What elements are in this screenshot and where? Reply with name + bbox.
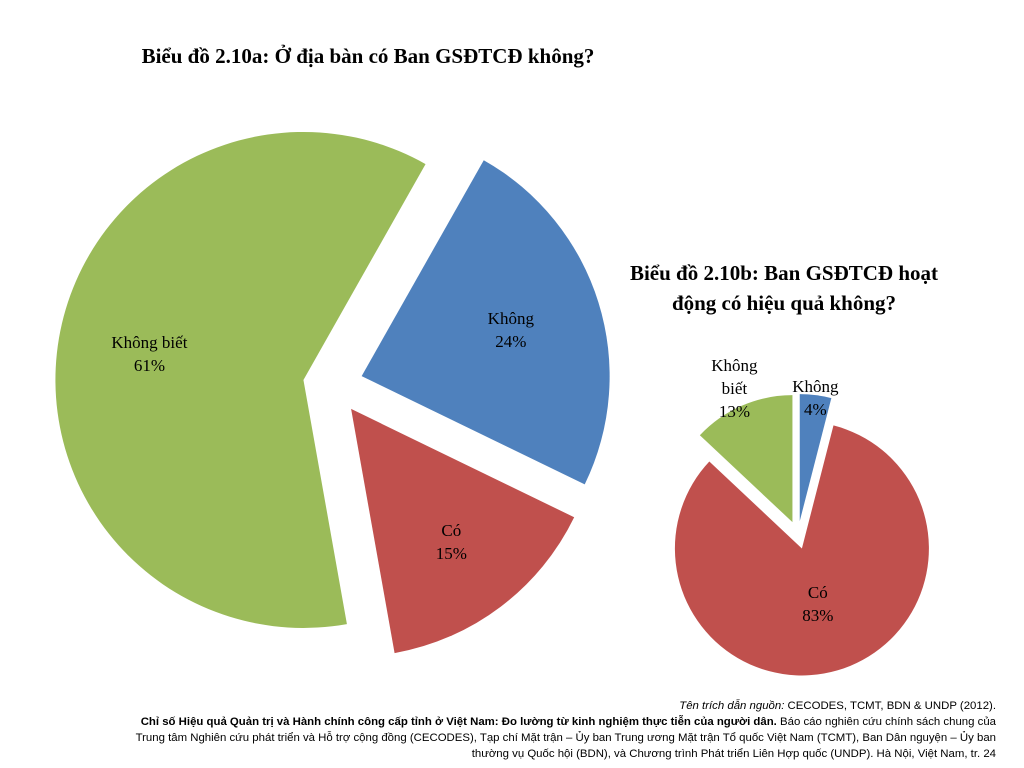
pie-chart-a: Không 24% Có 15% Không biết 61% (55, 131, 610, 654)
pie-b-slice (799, 394, 832, 522)
citation-report-desc2: Trung tâm Nghiên cứu phát triển và Hỗ tr… (135, 732, 996, 744)
citation-source-label: Tên trích dẫn nguồn: (679, 700, 785, 712)
pie-b-slice-label: Không 4% (792, 377, 839, 419)
chart-b-title-line1: Biểu đồ 2.10b: Ban GSĐTCĐ hoạt (629, 261, 939, 285)
pie-a-slice (351, 408, 575, 654)
pie-a-slice-label: Có 15% (436, 521, 467, 563)
pie-b-slice (674, 425, 929, 676)
citation-report-desc1: Báo cáo nghiên cứu chính sách chung của (776, 716, 996, 728)
citation-report-title: Chỉ số Hiệu quả Quản trị và Hành chính c… (140, 716, 777, 728)
citation-report-desc3: thường vụ Quốc hội (BDN), và Chương trìn… (471, 748, 996, 760)
pie-a-slice-label: Không biết 61% (111, 333, 187, 375)
citation-source-line: Tên trích dẫn nguồn: CECODES, TCMT, BDN … (10, 698, 996, 714)
chart-a-title: Biểu đồ 2.10a: Ở địa bàn có Ban GSĐTCĐ k… (141, 44, 595, 68)
citation-footer: Tên trích dẫn nguồn: CECODES, TCMT, BDN … (10, 698, 996, 762)
pie-a-slice (361, 160, 610, 485)
citation-source-text: CECODES, TCMT, BDN & UNDP (2012). (784, 700, 996, 712)
chart-b-title-line2: động có hiệu quả không? (671, 291, 897, 315)
pie-chart-b: Không 4% Có 83% Không biết 13% (674, 356, 929, 676)
pie-a-slice-label: Không 24% (488, 309, 535, 351)
pie-b-slice-label: Không biết 13% (711, 356, 758, 421)
pie-a-slice (55, 131, 426, 628)
chart-b-title: Biểu đồ 2.10b: Ban GSĐTCĐ hoạt động có h… (596, 258, 972, 318)
pie-b-slice (699, 395, 793, 523)
citation-report-line: Chỉ số Hiệu quả Quản trị và Hành chính c… (10, 714, 996, 730)
pie-b-slice-label: Có 83% (802, 583, 833, 625)
